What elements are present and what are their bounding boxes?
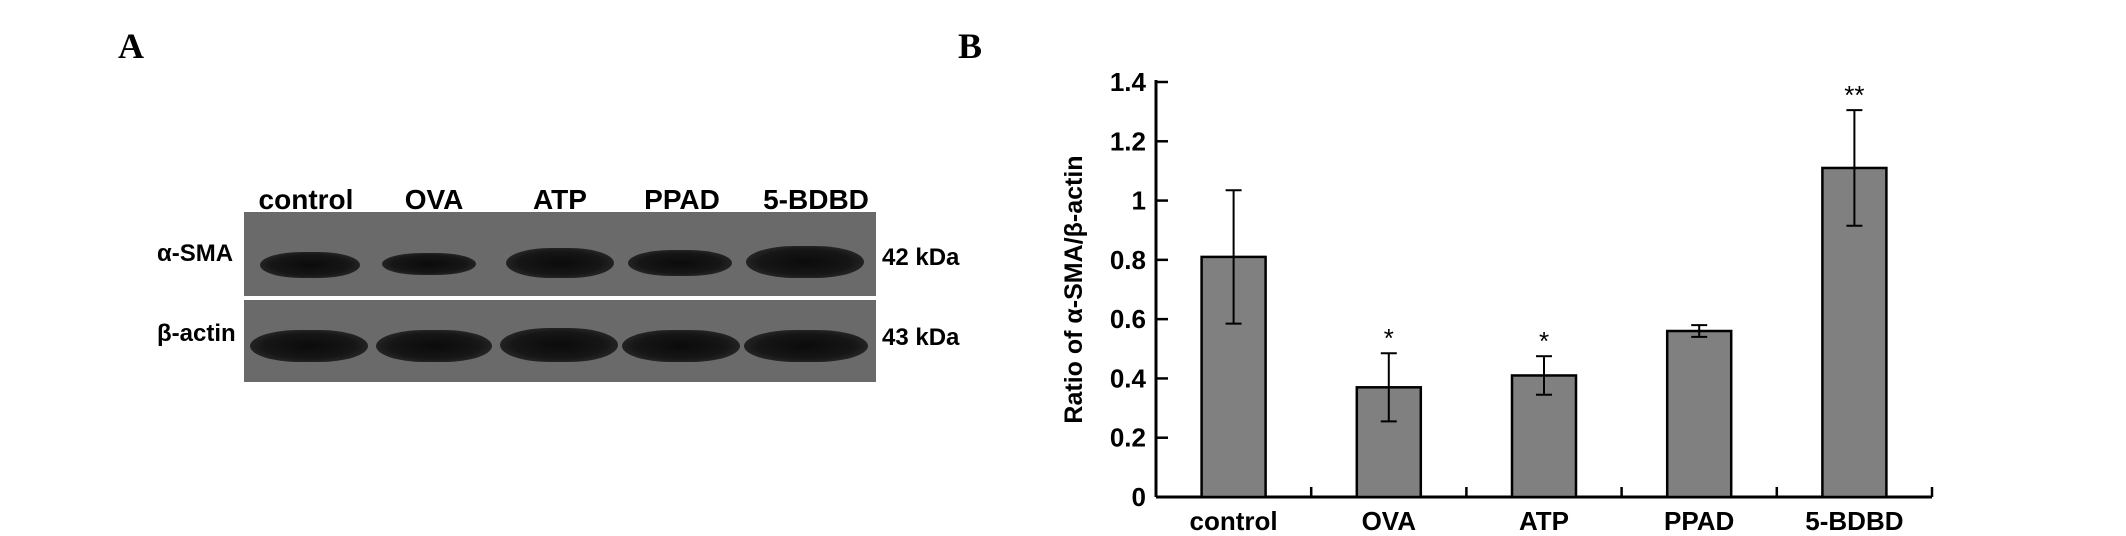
x-tick-label: OVA <box>1362 506 1417 536</box>
significance-label: * <box>1539 326 1549 356</box>
y-tick-label: 1.2 <box>1110 126 1146 156</box>
blot-band <box>506 248 614 278</box>
row-label-alpha-sma: α-SMA <box>157 240 234 267</box>
row-label-beta-actin: β-actin <box>157 320 236 347</box>
y-tick-label: 0.8 <box>1110 245 1146 275</box>
y-axis-label: Ratio of α-SMA/β-actin <box>1060 155 1088 423</box>
x-tick-label: control <box>1190 506 1278 536</box>
bar-ppad <box>1665 329 1733 499</box>
chart-error-bars <box>1225 109 1863 423</box>
y-tick-label: 0 <box>1132 482 1146 512</box>
y-tick-label: 0.4 <box>1110 363 1147 393</box>
lane-label-5-bdbd: 5-BDBD <box>763 184 869 215</box>
x-tick-label: ATP <box>1519 506 1569 536</box>
panel-b-letter: B <box>958 26 983 66</box>
y-tick-label: 1.4 <box>1110 67 1147 97</box>
blot-band <box>744 330 868 362</box>
lane-label-control: control <box>258 184 354 215</box>
blot-band <box>376 330 492 362</box>
lane-label-atp: ATP <box>533 184 587 215</box>
significance-label: * <box>1384 323 1394 353</box>
blot-band <box>260 252 360 278</box>
x-tick-label: 5-BDBD <box>1805 506 1903 536</box>
blot-band <box>746 246 864 278</box>
blot-band <box>250 330 368 362</box>
significance-label: ** <box>1844 80 1864 110</box>
blot-band <box>622 330 740 362</box>
panel-a-letter: A <box>118 26 144 66</box>
y-tick-label: 1 <box>1132 186 1146 216</box>
lane-label-ppad: PPAD <box>644 184 720 215</box>
y-tick-label: 0.2 <box>1110 423 1146 453</box>
blot-band <box>628 250 732 276</box>
kda-label-alpha-sma: 42 kDa <box>882 244 960 271</box>
kda-label-beta-actin: 43 kDa <box>882 324 960 351</box>
y-tick-label: 0.6 <box>1110 304 1146 334</box>
blot-band <box>500 328 618 362</box>
x-tick-label: PPAD <box>1664 506 1734 536</box>
blot-strip-alpha-sma <box>244 212 876 296</box>
blot-band <box>382 253 476 275</box>
blot-strip-beta-actin <box>244 300 876 382</box>
lane-label-ova: OVA <box>404 184 464 215</box>
chart-labels: 0 0.2 0.4 0.6 0.8 1 1.2 1.4 control * OVA * ATP PPAD *… <box>1060 67 1904 536</box>
